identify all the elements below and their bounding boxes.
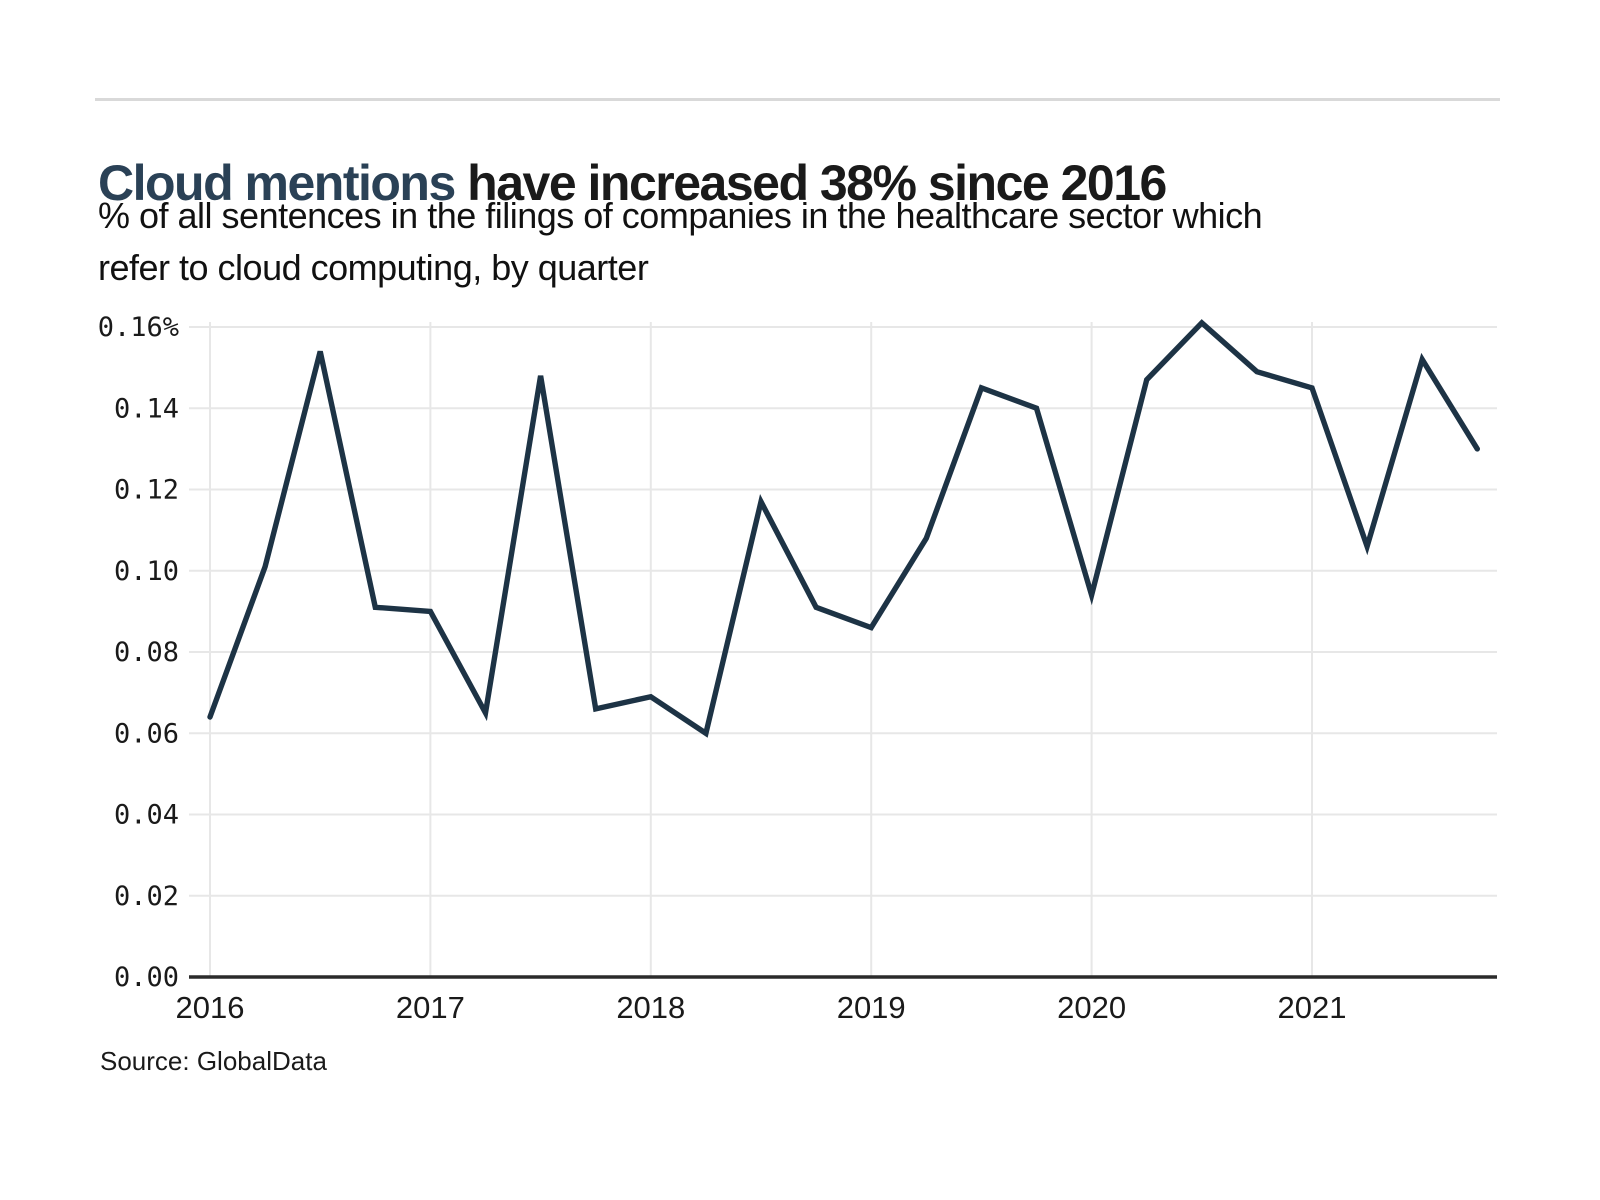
y-tick-label: 0.00: [114, 962, 179, 993]
x-tick-label: 2016: [176, 990, 245, 1025]
chart-subtitle: % of all sentences in the filings of com…: [98, 190, 1498, 294]
x-tick-label: 2017: [396, 990, 465, 1025]
chart-subtitle-line1: % of all sentences in the filings of com…: [98, 195, 1263, 236]
x-tick-label: 2021: [1278, 990, 1347, 1025]
page-title-accent: Cloud mentions: [98, 154, 456, 211]
chart-subtitle-line2: refer to cloud computing, by quarter: [98, 247, 649, 288]
y-tick-label: 0.12: [114, 475, 179, 506]
page-title-rest: have increased 38% since 2016: [454, 154, 1167, 211]
source-label: Source: GlobalData: [100, 1046, 327, 1076]
y-tick-label: 0.04: [114, 800, 179, 831]
x-tick-label: 2020: [1057, 990, 1126, 1025]
page-title: Cloud mentions have increased 38% since …: [98, 154, 1498, 211]
x-tick-label: 2019: [837, 990, 906, 1025]
y-tick-label: 0.08: [114, 637, 179, 668]
y-tick-label: 0.02: [114, 881, 179, 912]
y-tick-label: 0.10: [114, 556, 179, 587]
x-tick-label: 2018: [616, 990, 685, 1025]
y-tick-label: 0.14: [114, 393, 179, 424]
y-tick-label: 0.16%: [98, 312, 179, 343]
series-line: [207, 319, 1481, 738]
top-divider-rule: [95, 98, 1500, 101]
y-tick-label: 0.06: [114, 718, 179, 749]
